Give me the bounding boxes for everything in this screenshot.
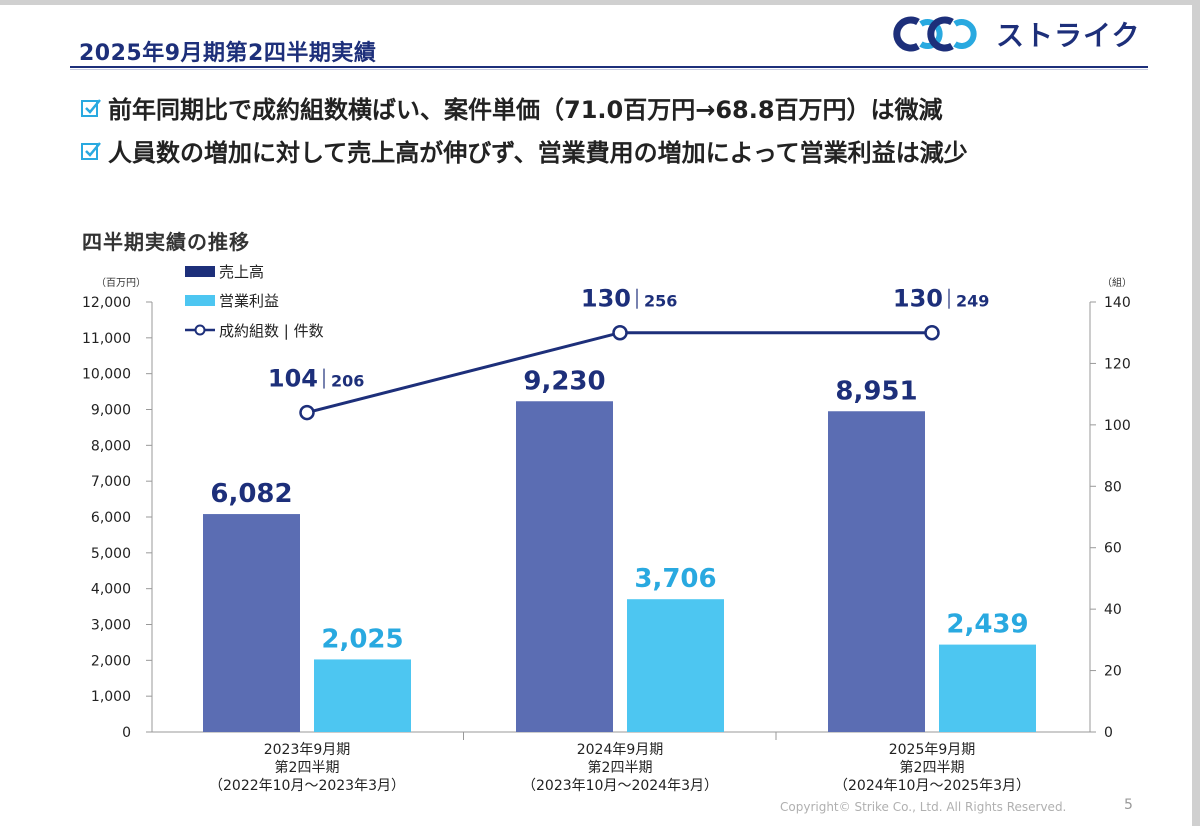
operating-profit-bar	[314, 659, 411, 732]
title-divider-shadow	[70, 69, 1148, 70]
page-number: 5	[1124, 797, 1133, 813]
right-axis-unit: （組）	[1102, 276, 1132, 289]
deals-count-label: 256	[644, 292, 677, 311]
right-tick-label: 120	[1104, 356, 1131, 372]
left-tick-label: 0	[122, 725, 131, 741]
top-border	[0, 0, 1200, 5]
left-tick-label: 7,000	[91, 474, 131, 490]
left-axis-unit: （百万円）	[96, 277, 146, 289]
operating-profit-value-label: 3,706	[634, 564, 716, 594]
deals-point	[612, 324, 628, 341]
checkbox-icon	[81, 141, 101, 160]
left-tick-label: 9,000	[91, 403, 131, 419]
title-divider	[70, 66, 1148, 68]
legend-label-deals: 成約組数 | 件数	[219, 322, 324, 340]
company-logo: ストライク	[888, 14, 1140, 54]
deals-point	[299, 404, 315, 421]
x-category-label: 2023年9月期	[264, 742, 351, 758]
revenue-value-label: 9,230	[523, 366, 605, 396]
bullet-text: 人員数の増加に対して売上高が伸びず、営業費用の増加によって営業利益は減少	[108, 139, 968, 167]
right-tick-label: 60	[1104, 541, 1122, 557]
chart-title: 四半期実績の推移	[82, 230, 250, 254]
legend-swatch-revenue	[185, 266, 215, 277]
legend-swatch-operating-profit	[185, 295, 215, 306]
bullet-text: 前年同期比で成約組数横ばい、案件単価（71.0百万円→68.8百万円）は微減	[108, 96, 943, 124]
deals-count-label: 206	[331, 372, 364, 391]
revenue-value-label: 8,951	[835, 376, 917, 406]
x-category-label: 第2四半期	[275, 759, 340, 776]
x-category-label: 第2四半期	[900, 759, 965, 776]
deals-value-label: 104	[268, 365, 318, 393]
left-tick-label: 2,000	[91, 653, 131, 669]
deals-value-label: 130	[581, 285, 631, 313]
copyright-text: Copyright© Strike Co., Ltd. All Rights R…	[780, 800, 1067, 814]
right-tick-label: 140	[1104, 295, 1131, 311]
revenue-value-label: 6,082	[210, 479, 292, 509]
left-tick-label: 12,000	[82, 295, 131, 311]
revenue-bar	[828, 411, 925, 732]
right-tick-label: 20	[1104, 664, 1122, 680]
x-category-label: 第2四半期	[588, 759, 653, 776]
left-tick-label: 5,000	[91, 546, 131, 562]
logo-mark-icon	[893, 16, 977, 52]
left-tick-label: 10,000	[82, 367, 131, 383]
revenue-bar	[203, 514, 300, 732]
operating-profit-bar	[939, 644, 1036, 732]
deals-point	[924, 324, 940, 341]
deals-count-label: 249	[956, 292, 989, 311]
right-tick-label: 80	[1104, 479, 1122, 495]
x-category-label: （2023年10月～2024年3月）	[522, 778, 718, 794]
left-tick-label: 11,000	[82, 331, 131, 347]
operating-profit-bar	[627, 599, 724, 732]
operating-profit-value-label: 2,439	[946, 610, 1028, 640]
legend-label-operating-profit: 営業利益	[219, 292, 279, 310]
logo-text: ストライク	[996, 19, 1141, 52]
left-tick-label: 4,000	[91, 582, 131, 598]
right-tick-label: 40	[1104, 602, 1122, 618]
bullet-item: 前年同期比で成約組数横ばい、案件単価（71.0百万円→68.8百万円）は微減	[80, 90, 943, 125]
x-category-label: 2024年9月期	[577, 742, 664, 758]
bullet-item: 人員数の増加に対して売上高が伸びず、営業費用の増加によって営業利益は減少	[80, 133, 968, 168]
legend-label-revenue: 売上高	[219, 263, 264, 281]
left-tick-label: 1,000	[91, 689, 131, 705]
legend-marker-deals	[194, 324, 206, 336]
page-title: 2025年9月期第2四半期実績	[79, 41, 377, 66]
x-category-label: （2022年10月～2023年3月）	[209, 778, 405, 794]
revenue-bar	[516, 401, 613, 732]
right-border	[1192, 0, 1200, 826]
x-category-label: （2024年10月～2025年3月）	[834, 778, 1030, 794]
x-category-label: 2025年9月期	[889, 742, 976, 758]
left-tick-label: 6,000	[91, 510, 131, 526]
deals-value-label: 130	[893, 285, 943, 313]
left-tick-label: 3,000	[91, 618, 131, 634]
operating-profit-value-label: 2,025	[321, 624, 403, 654]
right-tick-label: 0	[1104, 725, 1113, 741]
right-tick-label: 100	[1104, 418, 1131, 434]
checkbox-icon	[81, 98, 101, 117]
left-tick-label: 8,000	[91, 438, 131, 454]
